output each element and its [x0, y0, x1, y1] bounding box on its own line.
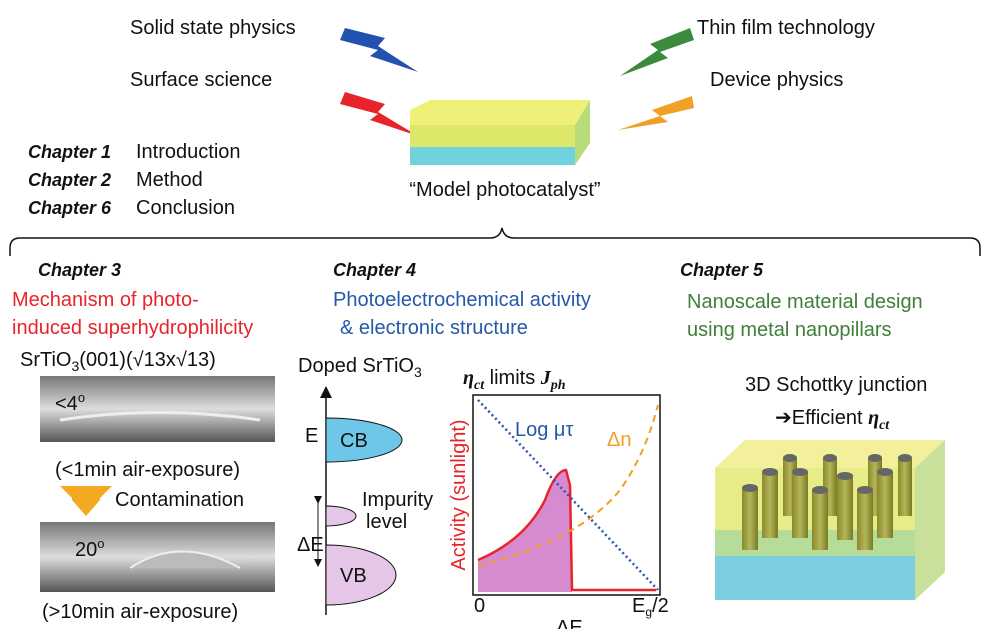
impurity-band [326, 506, 356, 526]
topic: Surface science [130, 69, 272, 91]
section-title: using metal nanopillars [687, 319, 892, 341]
impurity-label: level [366, 511, 407, 533]
section-title: induced superhydrophilicity [12, 317, 253, 339]
slab-substrate [410, 147, 575, 165]
surface-label: SrTiO3(001)(√13x√13) [20, 349, 216, 374]
section-title: Nanoscale material design [687, 291, 923, 313]
section-title: Mechanism of photo- [12, 289, 199, 311]
block-side [915, 440, 945, 600]
x-tick-label: Eg/2 [632, 595, 669, 619]
arrow [60, 486, 112, 516]
caption: (<1min air-exposure) [55, 459, 240, 481]
delta-label: ΔE [297, 534, 324, 556]
caption: 3D Schottky junction [745, 374, 927, 396]
curve-label: Δn [607, 429, 631, 451]
slab-layer [410, 125, 575, 147]
band-title: Doped SrTiO3 [298, 355, 422, 380]
symbol: η [463, 367, 474, 389]
chapter: Chapter 3 [38, 260, 121, 280]
superscript: o [78, 390, 85, 405]
bolt [340, 28, 418, 72]
bolt [620, 28, 694, 76]
chapter: Chapter 4 [333, 260, 416, 280]
y-axis-label: Activity (sunlight) [448, 419, 470, 570]
text-part: ➔Efficient [775, 407, 868, 429]
text-part: (001)(√13x√13) [79, 349, 215, 371]
caption: ➔Efficient ηct [775, 407, 890, 433]
brace [10, 228, 980, 256]
subscript: 3 [414, 364, 422, 380]
band-label: VB [340, 565, 367, 587]
diagram: Solid state physics Surface science Thin… [0, 0, 982, 629]
text-part: E [632, 595, 645, 617]
text-part: limits [484, 367, 541, 389]
pillars [742, 454, 912, 550]
impurity-label: Impurity [362, 489, 433, 511]
topic: Thin film technology [697, 17, 875, 39]
chapter-title: Method [136, 169, 203, 191]
chapter-title: Conclusion [136, 197, 235, 219]
subscript: g [645, 605, 652, 619]
block-substrate [715, 556, 915, 600]
caption: (>10min air-exposure) [42, 601, 238, 623]
chapter: Chapter 5 [680, 260, 764, 280]
text-part: <4 [55, 393, 78, 415]
chapter: Chapter 1 [28, 142, 111, 162]
x-tick-label: 0 [474, 595, 485, 617]
center-label: “Model photocatalyst” [409, 179, 600, 201]
graph-title: ηct limits Jph [463, 367, 566, 393]
arrow-label: Contamination [115, 489, 244, 511]
section-title: & electronic structure [340, 317, 528, 339]
text-part: /2 [652, 595, 669, 617]
symbol: η [868, 407, 879, 429]
subscript: 3 [71, 358, 79, 374]
bolt [340, 92, 418, 136]
slab-top [410, 100, 590, 125]
chapter-title: Introduction [136, 141, 241, 163]
chapter: Chapter 6 [28, 198, 112, 218]
superscript: o [97, 536, 104, 551]
activity-area [478, 470, 572, 592]
subscript: ct [879, 418, 890, 433]
topic: Solid state physics [130, 17, 296, 39]
bolt [618, 96, 694, 130]
chapter: Chapter 2 [28, 170, 111, 190]
topic: Device physics [710, 69, 843, 91]
section-title: Photoelectrochemical activity [333, 289, 591, 311]
text-part: SrTiO [20, 349, 71, 371]
curve-label: Log μτ [515, 419, 573, 441]
band-label: CB [340, 430, 368, 452]
axis-label: E [305, 425, 318, 447]
subscript: ph [550, 378, 566, 393]
text-part: Doped SrTiO [298, 355, 414, 377]
text-part: 20 [75, 539, 97, 561]
x-axis-label: ΔE [556, 617, 583, 629]
